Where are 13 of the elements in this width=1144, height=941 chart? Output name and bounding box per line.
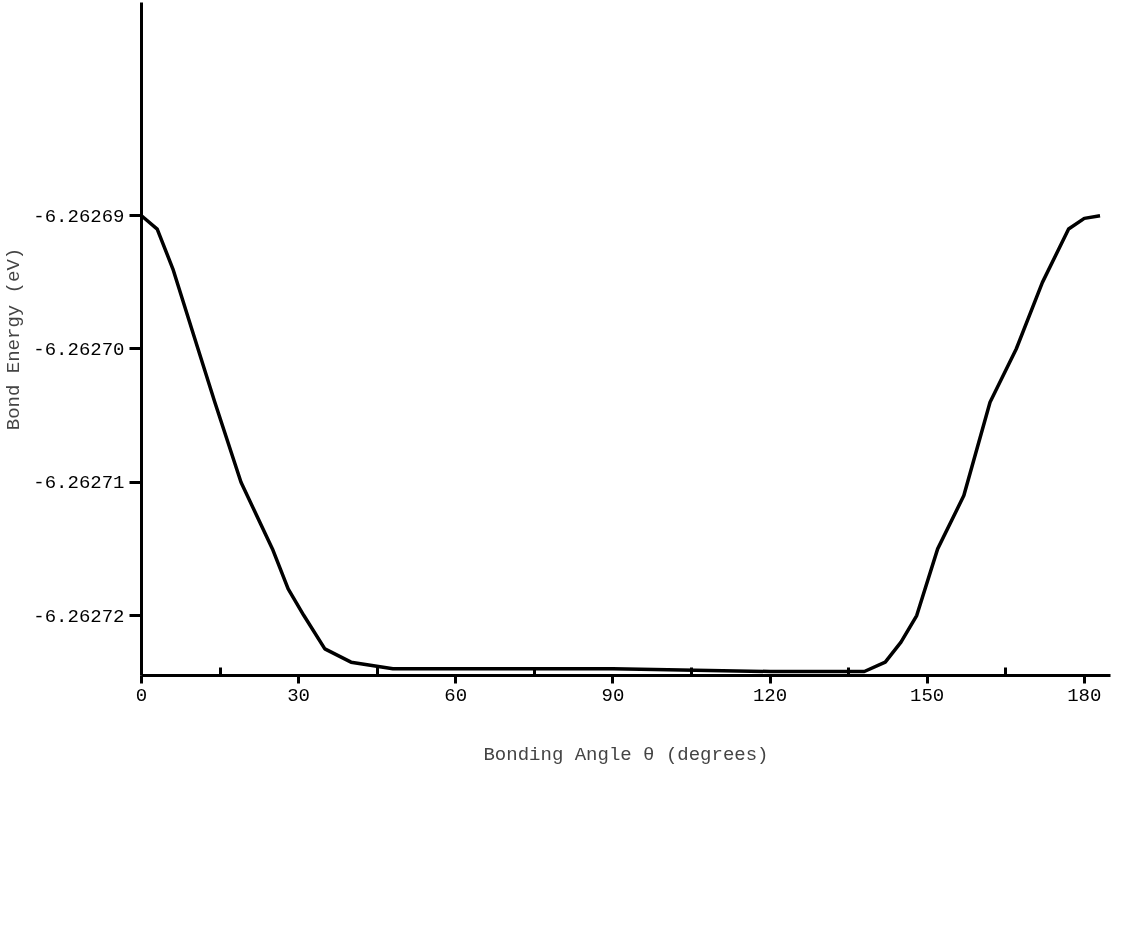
x-tick-label: 180	[1067, 684, 1102, 707]
y-axis-title: Bond Energy (eV)	[3, 247, 26, 431]
y-tick-label: -6.26270	[33, 339, 125, 361]
x-tick-label: 0	[135, 684, 148, 707]
y-tick-label: -6.26272	[33, 605, 125, 628]
x-tick-label: 60	[444, 684, 468, 707]
y-tick-label: -6.26269	[33, 205, 125, 228]
x-tick-label: 30	[287, 684, 311, 707]
x-tick-label: 150	[910, 684, 945, 707]
x-tick-label: 90	[601, 684, 625, 707]
y-tick-label: -6.26271	[33, 472, 125, 495]
x-tick-label: 120	[752, 684, 788, 707]
x-axis-title: Bonding Angle θ (degrees)	[483, 743, 769, 766]
